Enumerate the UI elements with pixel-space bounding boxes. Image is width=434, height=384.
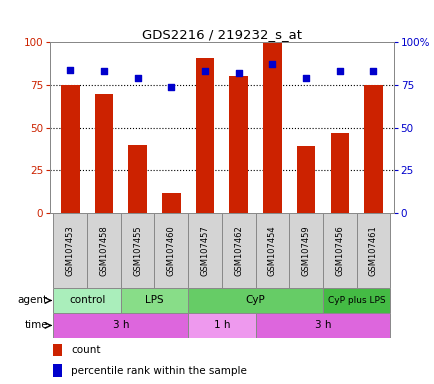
Bar [53, 364, 62, 377]
Bar [363, 85, 382, 213]
FancyBboxPatch shape [188, 288, 322, 313]
FancyBboxPatch shape [322, 288, 389, 313]
Text: GSM107460: GSM107460 [166, 225, 175, 276]
Text: 3 h: 3 h [314, 320, 330, 331]
Point [268, 61, 275, 68]
FancyBboxPatch shape [188, 313, 255, 338]
Point [335, 68, 342, 74]
Bar [296, 146, 315, 213]
FancyBboxPatch shape [121, 288, 188, 313]
Text: control: control [69, 295, 105, 306]
Bar [263, 42, 281, 213]
Title: GDS2216 / 219232_s_at: GDS2216 / 219232_s_at [141, 28, 301, 41]
Text: count: count [71, 345, 100, 355]
FancyBboxPatch shape [53, 288, 121, 313]
Point [168, 84, 174, 90]
Point [134, 75, 141, 81]
FancyBboxPatch shape [87, 213, 121, 288]
Point [302, 75, 309, 81]
Bar [61, 85, 79, 213]
FancyBboxPatch shape [356, 213, 389, 288]
Bar [53, 344, 62, 356]
Text: GSM107454: GSM107454 [267, 225, 276, 276]
Text: GSM107457: GSM107457 [200, 225, 209, 276]
Text: GSM107455: GSM107455 [133, 225, 142, 276]
FancyBboxPatch shape [188, 213, 221, 288]
Text: CyP plus LPS: CyP plus LPS [327, 296, 385, 305]
FancyBboxPatch shape [53, 213, 87, 288]
Text: 3 h: 3 h [112, 320, 129, 331]
FancyBboxPatch shape [322, 213, 356, 288]
Text: GSM107458: GSM107458 [99, 225, 108, 276]
Text: GSM107453: GSM107453 [66, 225, 75, 276]
Point [100, 68, 107, 74]
FancyBboxPatch shape [154, 213, 188, 288]
Text: GSM107461: GSM107461 [368, 225, 377, 276]
Text: GSM107462: GSM107462 [233, 225, 243, 276]
FancyBboxPatch shape [255, 213, 289, 288]
FancyBboxPatch shape [289, 213, 322, 288]
Text: time: time [24, 320, 48, 331]
Text: agent: agent [18, 295, 48, 306]
Point [66, 66, 73, 73]
Text: 1 h: 1 h [213, 320, 230, 331]
FancyBboxPatch shape [121, 213, 154, 288]
Text: percentile rank within the sample: percentile rank within the sample [71, 366, 247, 376]
Text: LPS: LPS [145, 295, 164, 306]
Bar [195, 58, 214, 213]
FancyBboxPatch shape [255, 313, 389, 338]
Bar [95, 94, 113, 213]
Bar [229, 76, 247, 213]
FancyBboxPatch shape [221, 213, 255, 288]
Point [369, 68, 376, 74]
Text: GSM107456: GSM107456 [335, 225, 343, 276]
Point [235, 70, 242, 76]
Point [201, 68, 208, 74]
Bar [330, 133, 348, 213]
Text: GSM107459: GSM107459 [301, 225, 310, 276]
Bar [128, 145, 147, 213]
FancyBboxPatch shape [53, 313, 188, 338]
Bar [162, 193, 180, 213]
Text: CyP: CyP [245, 295, 265, 306]
